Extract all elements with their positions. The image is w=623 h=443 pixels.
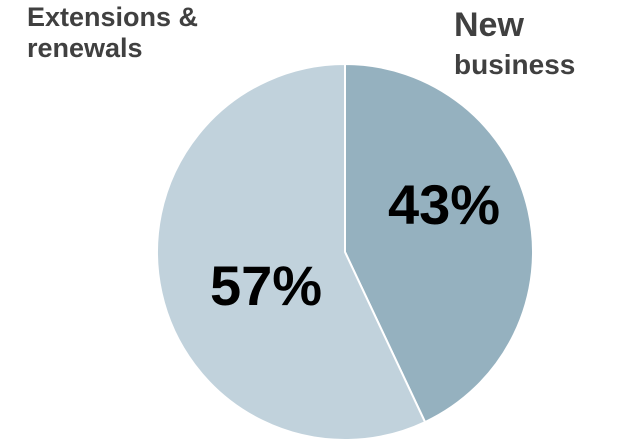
extensions-label-line1: Extensions & (27, 2, 199, 32)
new-business-label-line1: New (454, 6, 524, 44)
new-business-label-line2: business (454, 49, 576, 80)
new-business-percent-label: 43% (388, 173, 501, 236)
slice-new-business (344, 63, 534, 424)
extensions-label-line2: renewals (27, 33, 143, 64)
extensions-renewals-label: Extensions & renewals (27, 2, 198, 64)
extensions-percent-label: 57% (210, 254, 323, 317)
slice-extensions-renewals (156, 63, 427, 441)
